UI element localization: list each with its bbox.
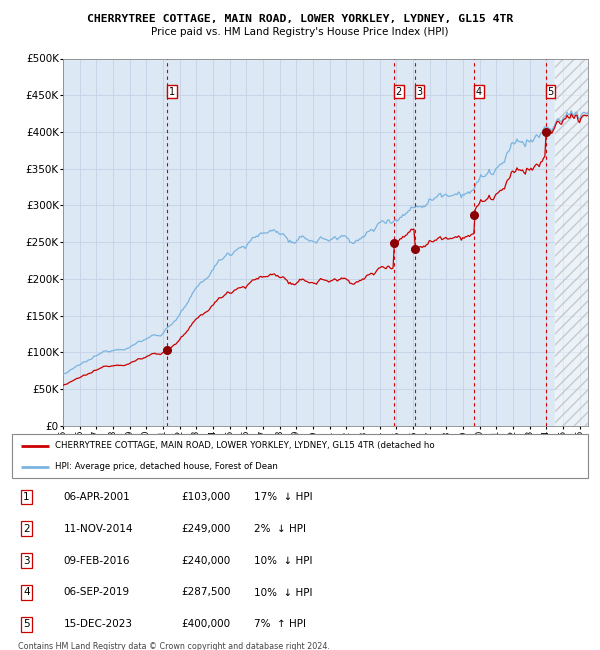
Text: 2: 2 bbox=[395, 86, 402, 97]
Text: 10%  ↓ HPI: 10% ↓ HPI bbox=[254, 556, 313, 566]
Text: 06-APR-2001: 06-APR-2001 bbox=[64, 492, 131, 502]
Text: 5: 5 bbox=[547, 86, 554, 97]
Text: 15-DEC-2023: 15-DEC-2023 bbox=[64, 619, 133, 629]
Bar bbox=[554, 58, 588, 426]
Text: 4: 4 bbox=[476, 86, 482, 97]
Text: 09-FEB-2016: 09-FEB-2016 bbox=[64, 556, 130, 566]
Text: 3: 3 bbox=[23, 556, 30, 566]
Text: CHERRYTREE COTTAGE, MAIN ROAD, LOWER YORKLEY, LYDNEY, GL15 4TR (detached ho: CHERRYTREE COTTAGE, MAIN ROAD, LOWER YOR… bbox=[55, 441, 435, 450]
Text: CHERRYTREE COTTAGE, MAIN ROAD, LOWER YORKLEY, LYDNEY, GL15 4TR: CHERRYTREE COTTAGE, MAIN ROAD, LOWER YOR… bbox=[87, 14, 513, 24]
Text: £287,500: £287,500 bbox=[181, 588, 231, 597]
Text: 7%  ↑ HPI: 7% ↑ HPI bbox=[254, 619, 306, 629]
Text: £240,000: £240,000 bbox=[182, 556, 231, 566]
Text: 1: 1 bbox=[23, 492, 30, 502]
Text: 2: 2 bbox=[23, 524, 30, 534]
Text: Contains HM Land Registry data © Crown copyright and database right 2024.: Contains HM Land Registry data © Crown c… bbox=[18, 642, 330, 650]
Text: 06-SEP-2019: 06-SEP-2019 bbox=[64, 588, 130, 597]
Text: 5: 5 bbox=[23, 619, 30, 629]
Text: £249,000: £249,000 bbox=[182, 524, 231, 534]
Text: 10%  ↓ HPI: 10% ↓ HPI bbox=[254, 588, 313, 597]
Text: HPI: Average price, detached house, Forest of Dean: HPI: Average price, detached house, Fore… bbox=[55, 462, 278, 471]
Text: 2%  ↓ HPI: 2% ↓ HPI bbox=[254, 524, 306, 534]
Text: 17%  ↓ HPI: 17% ↓ HPI bbox=[254, 492, 313, 502]
Text: 1: 1 bbox=[169, 86, 175, 97]
Text: £103,000: £103,000 bbox=[182, 492, 231, 502]
Bar bbox=[554, 58, 588, 426]
Text: 11-NOV-2014: 11-NOV-2014 bbox=[64, 524, 133, 534]
Text: £400,000: £400,000 bbox=[182, 619, 231, 629]
Text: Price paid vs. HM Land Registry's House Price Index (HPI): Price paid vs. HM Land Registry's House … bbox=[151, 27, 449, 37]
Text: 3: 3 bbox=[416, 86, 422, 97]
Text: 4: 4 bbox=[23, 588, 30, 597]
